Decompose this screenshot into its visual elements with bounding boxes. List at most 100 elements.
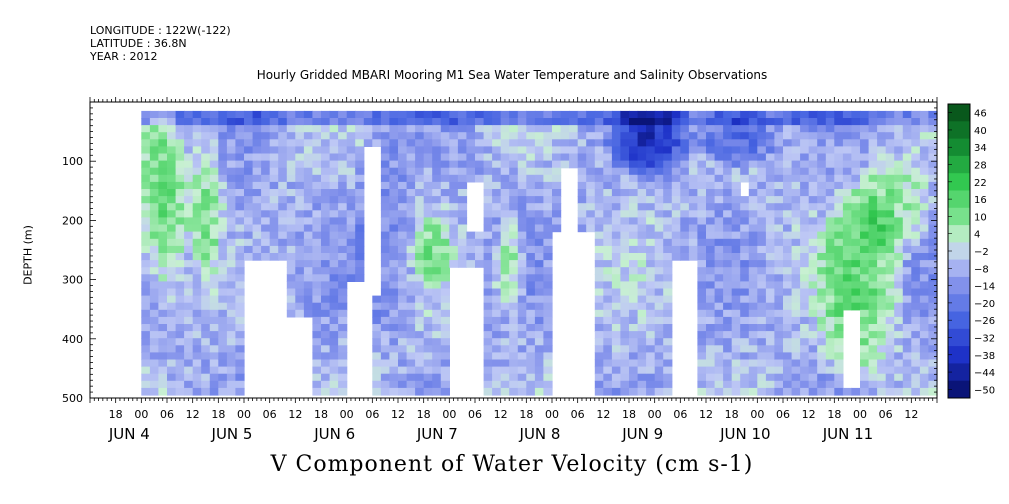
- heatmap-cell: [192, 387, 202, 396]
- heatmap-cell: [697, 238, 707, 247]
- heatmap-cell: [218, 359, 228, 368]
- heatmap-cell: [167, 260, 177, 268]
- heatmap-cell: [500, 324, 510, 332]
- heatmap-cell: [167, 295, 177, 304]
- heatmap-cell: [603, 302, 613, 311]
- heatmap-cell: [800, 260, 810, 268]
- heatmap-cell: [363, 132, 373, 140]
- heatmap-cell: [192, 309, 202, 318]
- heatmap-cell: [509, 387, 519, 396]
- heatmap-cell: [218, 267, 228, 275]
- heatmap-cell: [783, 224, 793, 233]
- heatmap-cell: [637, 110, 647, 119]
- heatmap-cell: [620, 274, 630, 282]
- heatmap-cell: [654, 260, 664, 268]
- heatmap-cell: [149, 366, 160, 375]
- heatmap-cell: [321, 110, 331, 119]
- heatmap-cell: [406, 217, 416, 226]
- heatmap-cell: [637, 224, 647, 233]
- heatmap-cell: [184, 359, 194, 368]
- heatmap-cell: [321, 181, 331, 190]
- heatmap-cell: [329, 253, 339, 261]
- heatmap-cell: [688, 210, 699, 218]
- heatmap-cell: [714, 139, 724, 147]
- heatmap-cell: [877, 181, 887, 190]
- heatmap-cell: [919, 316, 930, 325]
- heatmap-cell: [706, 118, 716, 126]
- heatmap-cell: [295, 139, 305, 147]
- heatmap-cell: [312, 231, 322, 240]
- heatmap-cell: [611, 331, 622, 339]
- heatmap-cell: [851, 295, 861, 304]
- heatmap-cell: [252, 118, 262, 126]
- heatmap-cell: [218, 316, 228, 325]
- heatmap-cell: [457, 196, 468, 204]
- heatmap-cell: [868, 331, 878, 339]
- heatmap-cell: [620, 125, 630, 133]
- heatmap-cell: [406, 125, 416, 133]
- heatmap-cell: [791, 245, 801, 254]
- heatmap-cell: [492, 331, 502, 339]
- heatmap-cell: [380, 125, 391, 133]
- heatmap-cell: [534, 309, 545, 318]
- heatmap-cell: [800, 118, 810, 126]
- heatmap-cell: [329, 139, 339, 147]
- heatmap-cell: [218, 274, 228, 282]
- heatmap-cell: [517, 174, 527, 183]
- heatmap-cell: [149, 331, 160, 339]
- heatmap-cell: [423, 366, 433, 375]
- heatmap-cell: [141, 260, 151, 268]
- heatmap-cell: [586, 153, 596, 162]
- heatmap-cell: [919, 387, 930, 396]
- heatmap-cell: [543, 324, 553, 332]
- heatmap-cell: [663, 203, 673, 211]
- heatmap-cell: [714, 160, 724, 169]
- heatmap-cell: [791, 288, 801, 297]
- heatmap-cell: [517, 260, 527, 268]
- heatmap-cell: [629, 295, 639, 304]
- heatmap-cell: [141, 160, 151, 169]
- heatmap-cell: [586, 160, 596, 169]
- heatmap-cell: [303, 153, 314, 162]
- heatmap-cell: [312, 366, 322, 375]
- heatmap-cell: [774, 203, 784, 211]
- heatmap-cell: [235, 118, 245, 126]
- heatmap-cell: [158, 338, 168, 346]
- heatmap-cell: [842, 118, 853, 126]
- heatmap-cell: [192, 110, 202, 119]
- heatmap-cell: [911, 309, 921, 318]
- heatmap-cell: [372, 352, 382, 361]
- heatmap-cell: [149, 160, 160, 169]
- heatmap-cell: [398, 274, 408, 282]
- heatmap-cell: [706, 309, 716, 318]
- heatmap-cell: [167, 196, 177, 204]
- heatmap-cell: [629, 224, 639, 233]
- heatmap-cell: [911, 245, 921, 254]
- heatmap-cell: [517, 189, 527, 197]
- heatmap-cell: [406, 110, 416, 119]
- heatmap-cell: [440, 118, 450, 126]
- heatmap-cell: [295, 224, 305, 233]
- heatmap-cell: [338, 373, 348, 382]
- heatmap-cell: [868, 245, 878, 254]
- colorbar-frame: [947, 103, 971, 399]
- heatmap-cell: [851, 224, 861, 233]
- heatmap-cell: [269, 231, 279, 240]
- heatmap-cell: [192, 217, 202, 226]
- heatmap-cell: [569, 118, 579, 126]
- heatmap-cell: [175, 231, 185, 240]
- heatmap-cell: [577, 167, 587, 176]
- heatmap-cell: [278, 139, 288, 147]
- heatmap-cell: [800, 288, 810, 297]
- heatmap-cell: [902, 231, 912, 240]
- heatmap-cell: [338, 125, 348, 133]
- heatmap-cell: [860, 217, 870, 226]
- heatmap-cell: [389, 132, 399, 140]
- heatmap-cell: [355, 174, 365, 183]
- heatmap-cell: [757, 373, 767, 382]
- heatmap-cell: [800, 245, 810, 254]
- heatmap-cell: [808, 338, 818, 346]
- heatmap-cell: [637, 373, 647, 382]
- heatmap-cell: [440, 125, 450, 133]
- heatmap-cell: [748, 125, 758, 133]
